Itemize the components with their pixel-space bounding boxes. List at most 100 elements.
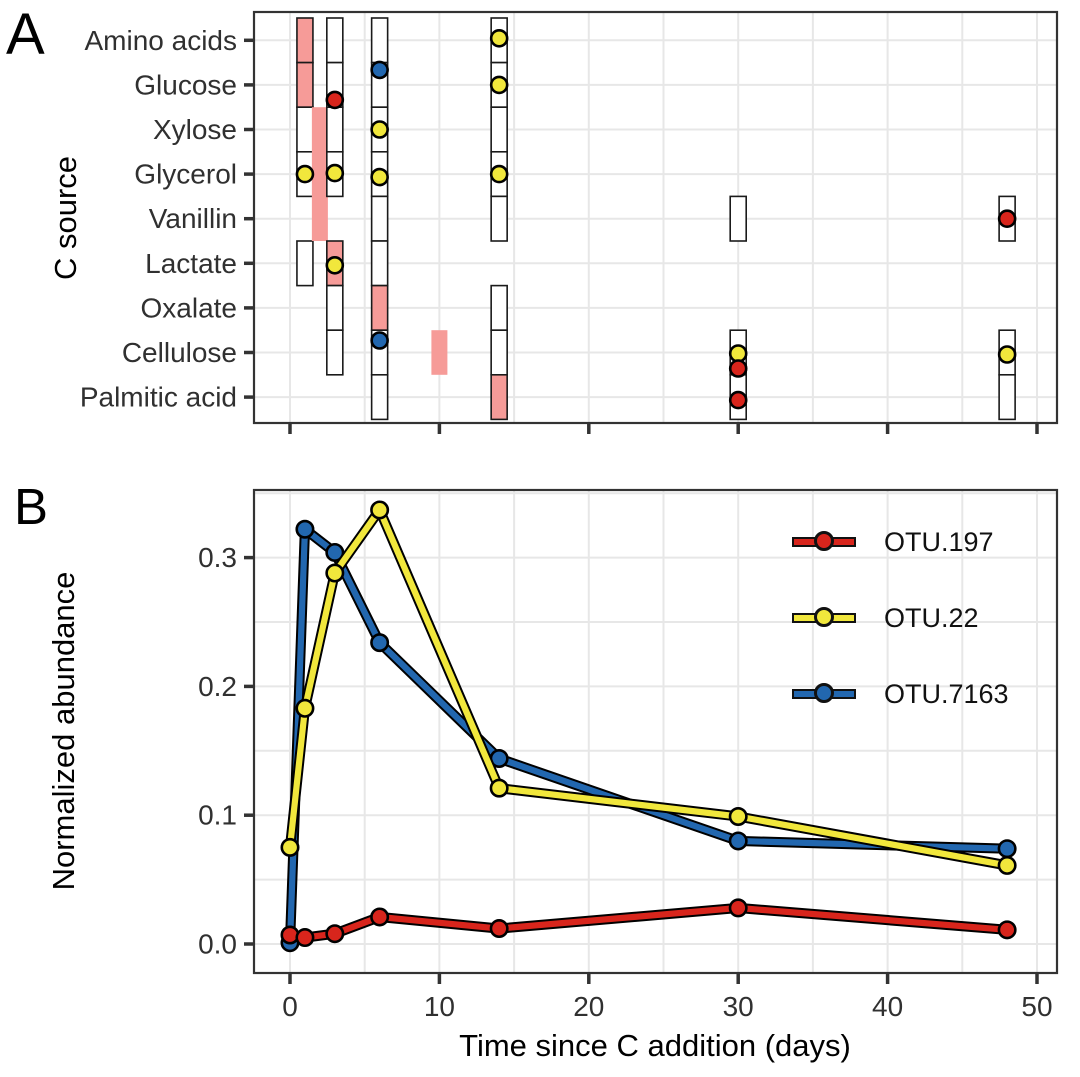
y-tick-label: 0.3	[198, 542, 237, 573]
treatment-cell-day3	[326, 106, 344, 153]
treatment-cell-day14	[490, 284, 508, 332]
treatment-cell-day14	[490, 195, 508, 242]
treatment-cell-day30	[729, 195, 748, 242]
incorporator-dot-OTU.22	[370, 167, 389, 187]
legend-key-otu22	[792, 607, 856, 629]
data-point-OTU.7163	[295, 519, 315, 539]
incorporator-dot-OTU.22	[728, 344, 748, 363]
data-point-OTU.22	[370, 500, 390, 520]
data-point-OTU.22	[280, 837, 300, 857]
x-tick-label: 40	[872, 991, 903, 1022]
treatment-cell-day6	[370, 373, 389, 421]
panel-a-letter: A	[6, 2, 45, 67]
treatment-cell-day1	[296, 106, 314, 153]
incorporator-dot-OTU.197	[728, 359, 748, 378]
treatment-cell-day14	[490, 329, 508, 376]
legend-label-otu197: OTU.197	[884, 526, 994, 557]
treatment-cell-day14	[490, 373, 508, 421]
incorporator-dot-OTU.22	[489, 28, 509, 48]
panel-a-y-axis-title: C source	[48, 155, 83, 281]
panel-a: Amino acids Glucose Xylose Glycerol Vanillin…	[80, 10, 1059, 434]
x-tick-label: 30	[723, 991, 754, 1022]
legend-point-icon	[814, 683, 834, 703]
treatment-cell-day10	[431, 330, 448, 375]
c-source-label: Amino acids	[84, 25, 237, 56]
treatment-cell-day6	[370, 240, 389, 287]
incorporator-dot-OTU.7163	[370, 60, 389, 80]
data-point-OTU.7163	[728, 831, 748, 851]
treatment-cell-day1	[296, 61, 314, 108]
treatment-cell-day1	[296, 240, 314, 287]
data-point-OTU.22	[997, 855, 1017, 875]
legend-key-otu197	[792, 531, 856, 553]
data-point-OTU.7163	[997, 839, 1017, 859]
data-point-OTU.22	[489, 778, 509, 798]
incorporator-dot-OTU.197	[728, 390, 748, 410]
incorporator-dot-OTU.22	[370, 120, 389, 139]
incorporator-dot-OTU.22	[997, 345, 1017, 364]
treatment-cell-day6	[370, 17, 389, 64]
panel-b-x-axis-title: Time since C addition (days)	[459, 1028, 851, 1063]
legend-row-otu197: OTU.197	[792, 504, 1009, 580]
c-source-label: Oxalate	[141, 292, 238, 323]
data-point-OTU.22	[325, 563, 345, 583]
panel-a-border	[252, 10, 1059, 425]
treatment-cell-day1	[296, 17, 314, 64]
treatment-cell-day3	[326, 17, 344, 64]
c-source-label: Glucose	[134, 69, 237, 100]
data-point-OTU.197	[280, 925, 300, 945]
c-source-label: Lactate	[145, 248, 237, 279]
incorporator-dot-OTU.197	[325, 90, 345, 110]
treatment-cell-day14	[490, 106, 508, 153]
incorporator-dot-OTU.7163	[370, 331, 389, 350]
data-point-OTU.197	[997, 920, 1017, 940]
data-point-OTU.7163	[370, 633, 390, 653]
data-point-OTU.197	[728, 898, 748, 918]
y-tick-label: 0.0	[198, 929, 237, 960]
incorporator-dot-OTU.22	[325, 255, 345, 275]
treatment-cell-day3	[326, 284, 344, 332]
legend: OTU.197 OTU.22 OTU.7163	[792, 504, 1009, 732]
c-source-label: Glycerol	[134, 159, 237, 190]
data-point-OTU.7163	[325, 542, 345, 562]
treatment-cell-day3	[326, 329, 344, 376]
x-tick-label: 10	[424, 991, 455, 1022]
treatment-cell-day48	[998, 373, 1016, 421]
x-tick-label: 0	[282, 991, 298, 1022]
x-tick-label: 20	[573, 991, 604, 1022]
data-point-OTU.197	[370, 907, 390, 927]
treatment-cell-day6	[370, 195, 389, 242]
panel-b-letter: B	[14, 478, 49, 535]
treatment-cell-day6	[370, 284, 389, 332]
legend-point-icon	[814, 531, 834, 551]
panel-b-y-axis-title: Normalized abundance	[46, 571, 81, 891]
incorporator-dot-OTU.197	[997, 209, 1017, 228]
incorporator-dot-OTU.22	[295, 164, 315, 184]
legend-key-otu7163	[792, 683, 856, 705]
data-point-OTU.197	[295, 928, 315, 948]
treatment-cell-day2	[311, 107, 328, 241]
panel-b-border	[252, 488, 1059, 975]
data-point-OTU.197	[325, 924, 345, 944]
legend-label-otu22: OTU.22	[884, 602, 979, 633]
c-source-label: Palmitic acid	[80, 382, 237, 413]
c-source-label: Xylose	[153, 114, 237, 145]
c-source-label: Vanillin	[149, 203, 237, 234]
c-source-label: Cellulose	[122, 337, 237, 368]
panel-b: 0 10 20 30 40 50 0.0 0.1 0.2 0.3	[198, 488, 1059, 1022]
legend-row-otu22: OTU.22	[792, 580, 1009, 656]
data-point-OTU.197	[489, 919, 509, 939]
legend-point-icon	[814, 607, 834, 627]
y-tick-label: 0.2	[198, 671, 237, 702]
x-tick-label: 50	[1021, 991, 1052, 1022]
incorporator-dot-OTU.22	[325, 163, 345, 183]
incorporator-dot-OTU.22	[489, 164, 509, 184]
y-tick-label: 0.1	[198, 800, 237, 831]
legend-row-otu7163: OTU.7163	[792, 656, 1009, 732]
legend-label-otu7163: OTU.7163	[884, 678, 1009, 709]
incorporator-dot-OTU.22	[489, 75, 509, 95]
data-point-OTU.22	[728, 806, 748, 826]
data-point-OTU.22	[295, 698, 315, 718]
